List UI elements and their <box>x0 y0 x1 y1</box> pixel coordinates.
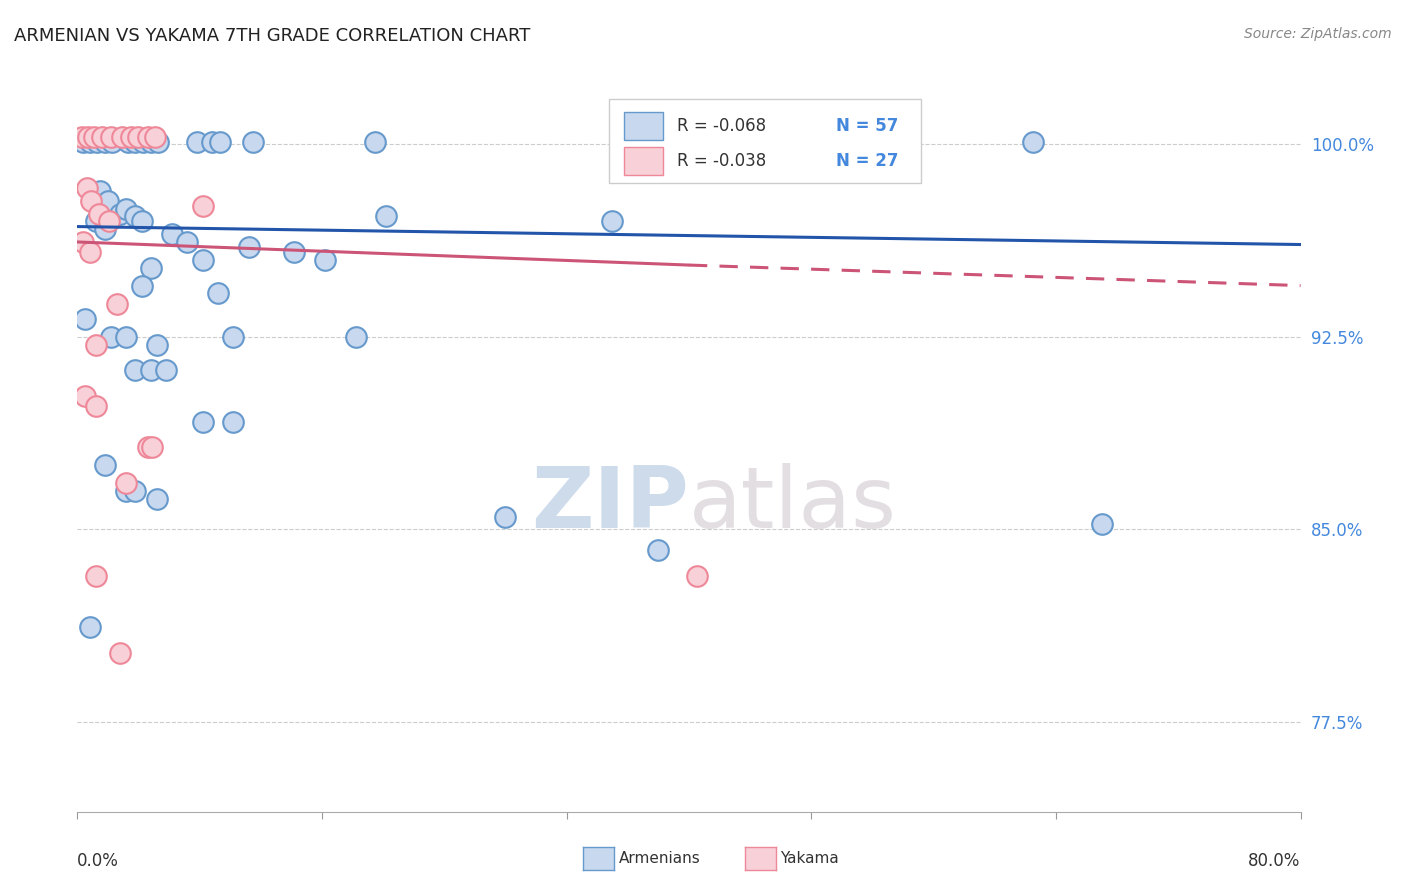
Point <box>139 135 162 149</box>
Text: ARMENIAN VS YAKAMA 7TH GRADE CORRELATION CHART: ARMENIAN VS YAKAMA 7TH GRADE CORRELATION… <box>14 27 530 45</box>
Point <box>117 135 139 149</box>
Text: R = -0.038: R = -0.038 <box>676 152 766 169</box>
Point <box>155 363 177 377</box>
Point <box>148 135 170 149</box>
Point <box>79 245 101 260</box>
Point <box>191 199 214 213</box>
Point <box>94 135 117 149</box>
Point <box>97 194 120 208</box>
Point <box>131 214 153 228</box>
Point <box>115 476 138 491</box>
Point <box>83 129 105 144</box>
Text: N = 27: N = 27 <box>835 152 898 169</box>
Point <box>73 389 96 403</box>
Point <box>100 330 122 344</box>
Point <box>242 135 264 149</box>
Point <box>146 491 169 506</box>
Point <box>146 337 169 351</box>
Point <box>76 181 98 195</box>
Point <box>139 363 162 377</box>
Point <box>344 330 367 344</box>
Point <box>364 135 387 149</box>
Text: ZIP: ZIP <box>531 463 689 546</box>
Point <box>90 129 112 144</box>
Text: Source: ZipAtlas.com: Source: ZipAtlas.com <box>1244 27 1392 41</box>
Point <box>208 135 231 149</box>
Bar <box>624 147 664 175</box>
Point <box>495 509 517 524</box>
Point <box>602 214 624 228</box>
Point <box>124 483 146 498</box>
Point <box>120 129 142 144</box>
Text: 0.0%: 0.0% <box>77 852 120 870</box>
Point <box>94 458 117 473</box>
Point <box>141 440 163 454</box>
Text: R = -0.068: R = -0.068 <box>676 118 766 136</box>
Point <box>191 415 214 429</box>
Point <box>79 620 101 634</box>
Point <box>87 207 110 221</box>
Point <box>77 129 100 144</box>
Point <box>128 129 150 144</box>
Point <box>101 135 124 149</box>
Point <box>100 129 122 144</box>
Point <box>105 296 128 310</box>
Bar <box>624 112 664 140</box>
Point <box>314 252 336 267</box>
Point <box>131 278 153 293</box>
Text: Yakama: Yakama <box>780 852 839 866</box>
Point <box>94 222 117 236</box>
Point <box>222 415 245 429</box>
Point <box>115 330 138 344</box>
Point <box>136 129 159 144</box>
Point <box>176 235 198 249</box>
Point <box>124 209 146 223</box>
Point <box>139 260 162 275</box>
Point <box>86 135 108 149</box>
Point <box>84 214 107 228</box>
Point <box>238 240 260 254</box>
Point <box>685 568 707 582</box>
Point <box>136 440 159 454</box>
Point <box>108 207 131 221</box>
Text: Armenians: Armenians <box>619 852 700 866</box>
Point <box>132 135 155 149</box>
Point <box>79 135 101 149</box>
Point <box>207 286 229 301</box>
Point <box>84 399 107 413</box>
Point <box>186 135 208 149</box>
Point <box>73 312 96 326</box>
Point <box>124 135 146 149</box>
Point <box>70 129 93 144</box>
Point <box>647 543 669 558</box>
Text: 80.0%: 80.0% <box>1249 852 1301 870</box>
Point <box>108 646 131 660</box>
Point <box>115 202 138 216</box>
Point <box>375 209 398 223</box>
Point <box>80 194 103 208</box>
Point <box>143 129 166 144</box>
Point <box>124 363 146 377</box>
Text: N = 57: N = 57 <box>835 118 898 136</box>
Point <box>1091 517 1114 532</box>
Point <box>72 235 94 249</box>
Point <box>72 135 94 149</box>
Point <box>98 214 121 228</box>
Point <box>115 483 138 498</box>
Point <box>84 337 107 351</box>
Point <box>201 135 224 149</box>
Point <box>191 252 214 267</box>
Text: atlas: atlas <box>689 463 897 546</box>
Point <box>111 129 134 144</box>
FancyBboxPatch shape <box>609 99 921 183</box>
Point <box>1022 135 1045 149</box>
Point <box>84 568 107 582</box>
Point <box>222 330 245 344</box>
Point <box>160 227 183 242</box>
Point <box>89 184 111 198</box>
Point <box>283 245 305 260</box>
